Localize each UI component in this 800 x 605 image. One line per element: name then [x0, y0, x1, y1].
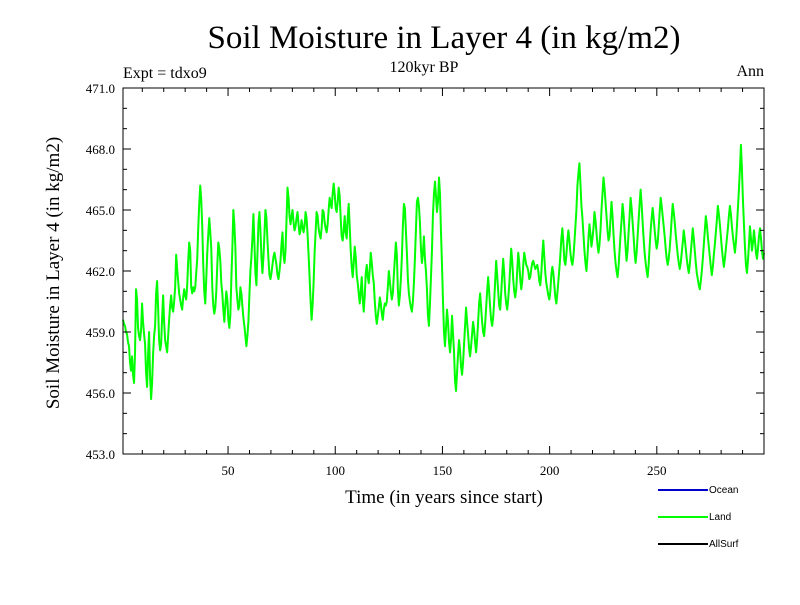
y-axis-label: Soil Moisture in Layer 4 (in kg/m2): [43, 137, 64, 409]
chart-subtitle: 120kyr BP: [390, 59, 459, 76]
y-tick-label: 459.0: [86, 325, 115, 340]
chart-title: Soil Moisture in Layer 4 (in kg/m2): [208, 20, 681, 56]
y-tick-label: 468.0: [86, 142, 115, 157]
x-tick-label: 50: [222, 463, 235, 478]
x-tick-label: 100: [325, 463, 345, 478]
x-axis-label: Time (in years since start): [345, 487, 543, 508]
x-tick-label: 150: [433, 463, 453, 478]
plot-area: 453.0 456.0 459.0 462.0 465.0 468.0 471.0 50 100…: [86, 81, 765, 478]
y-tick-label: 462.0: [86, 264, 115, 279]
legend-label-ocean: Ocean: [709, 485, 738, 496]
period-label: Ann: [736, 63, 764, 80]
legend-label-allsurf: AllSurf: [709, 539, 739, 550]
plot-frame: [122, 87, 765, 455]
legend-label-land: Land: [709, 512, 731, 523]
y-tick-label: 465.0: [86, 203, 115, 218]
legend: Ocean Land AllSurf: [658, 485, 739, 550]
expt-label: Expt = tdxo9: [123, 65, 207, 82]
y-tick-label: 453.0: [86, 447, 115, 462]
y-tick-label: 456.0: [86, 386, 115, 401]
x-tick-label: 250: [647, 463, 667, 478]
y-tick-label: 471.0: [86, 81, 115, 96]
series-line-land: [122, 143, 765, 401]
x-tick-label: 200: [540, 463, 560, 478]
